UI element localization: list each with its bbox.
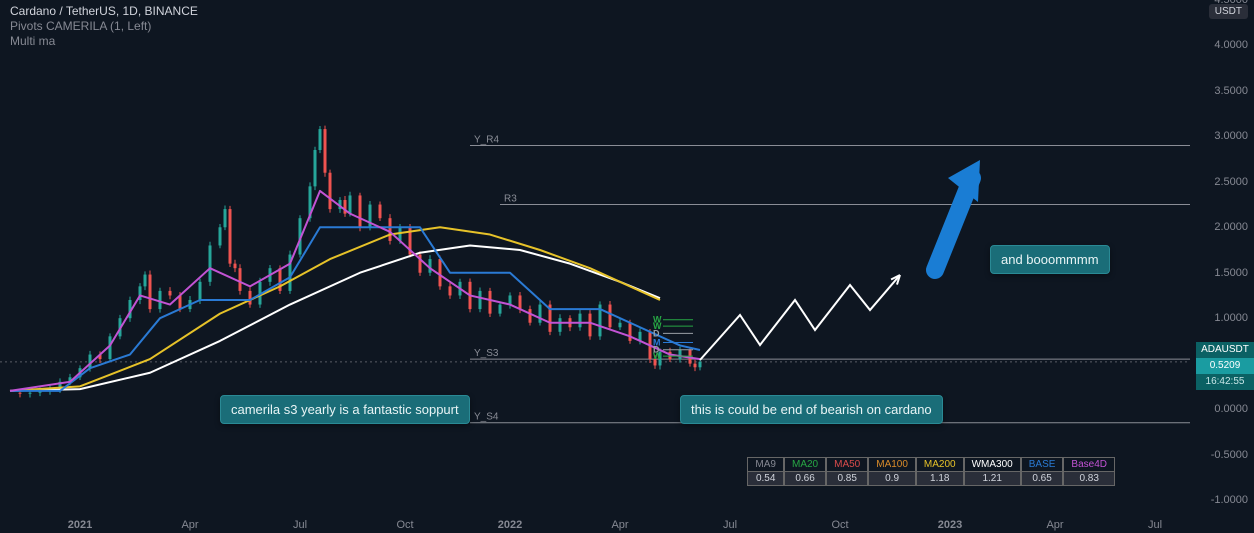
- x-tick: Jul: [723, 519, 737, 531]
- svg-text:Y_R4: Y_R4: [474, 134, 499, 145]
- x-axis[interactable]: 2021 Apr Jul Oct 2022 Apr Jul Oct 2023 Apr Jul: [0, 511, 1190, 533]
- ma-legend-cell: MA2001.18: [916, 457, 964, 486]
- callout-boom[interactable]: and booommmm: [990, 245, 1110, 274]
- x-tick: Jul: [293, 519, 307, 531]
- ma-legend-cell: MA500.85: [826, 457, 868, 486]
- svg-text:Y_S3: Y_S3: [474, 348, 499, 359]
- x-tick: 2022: [498, 519, 522, 531]
- price-tag: ADAUSDT 0.5209 16:42:55: [1196, 342, 1254, 390]
- price-tag-symbol: ADAUSDT: [1196, 342, 1254, 358]
- ma-legend-cell: Base4D0.83: [1063, 457, 1115, 486]
- ma-legend-cell: MA1000.9: [868, 457, 916, 486]
- callout-end-bearish[interactable]: this is could be end of bearish on carda…: [680, 395, 943, 424]
- x-tick: Apr: [611, 519, 628, 531]
- x-tick: Apr: [181, 519, 198, 531]
- svg-text:Y_S4: Y_S4: [474, 412, 499, 423]
- x-tick: Oct: [831, 519, 848, 531]
- x-tick: 2021: [68, 519, 92, 531]
- y-tick: 3.0000: [1214, 130, 1248, 142]
- svg-text:W: W: [653, 351, 662, 361]
- chart-area[interactable]: Cardano / TetherUS, 1D, BINANCE Pivots C…: [0, 0, 1190, 510]
- y-tick: 1.0000: [1214, 312, 1248, 324]
- y-tick: 3.5000: [1214, 85, 1248, 97]
- ma-legend-cell: WMA3001.21: [964, 457, 1021, 486]
- price-tag-value: 0.5209: [1196, 358, 1254, 374]
- x-tick: Jul: [1148, 519, 1162, 531]
- y-tick: 2.5000: [1214, 176, 1248, 188]
- x-tick: Oct: [396, 519, 413, 531]
- price-tag-time: 16:42:55: [1196, 374, 1254, 390]
- ma-legend: MA90.54MA200.66MA500.85MA1000.9MA2001.18…: [747, 457, 1115, 486]
- x-tick: 2023: [938, 519, 962, 531]
- y-tick: -1.0000: [1211, 494, 1248, 506]
- y-axis-unit: USDT: [1209, 4, 1248, 19]
- y-tick: 4.5000: [1214, 0, 1248, 6]
- y-tick: 2.0000: [1214, 221, 1248, 233]
- y-tick: 0.0000: [1214, 403, 1248, 415]
- ma-legend-cell: MA200.66: [784, 457, 826, 486]
- y-tick: 4.0000: [1214, 39, 1248, 51]
- callout-support[interactable]: camerila s3 yearly is a fantastic soppur…: [220, 395, 470, 424]
- y-tick: 1.5000: [1214, 267, 1248, 279]
- ma-legend-cell: MA90.54: [747, 457, 784, 486]
- y-tick: -0.5000: [1211, 449, 1248, 461]
- ma-legend-cell: BASE0.65: [1021, 457, 1064, 486]
- x-tick: Apr: [1046, 519, 1063, 531]
- svg-text:R3: R3: [504, 194, 517, 205]
- y-axis[interactable]: USDT 4.5000 4.0000 3.5000 3.0000 2.5000 2.000…: [1194, 0, 1254, 510]
